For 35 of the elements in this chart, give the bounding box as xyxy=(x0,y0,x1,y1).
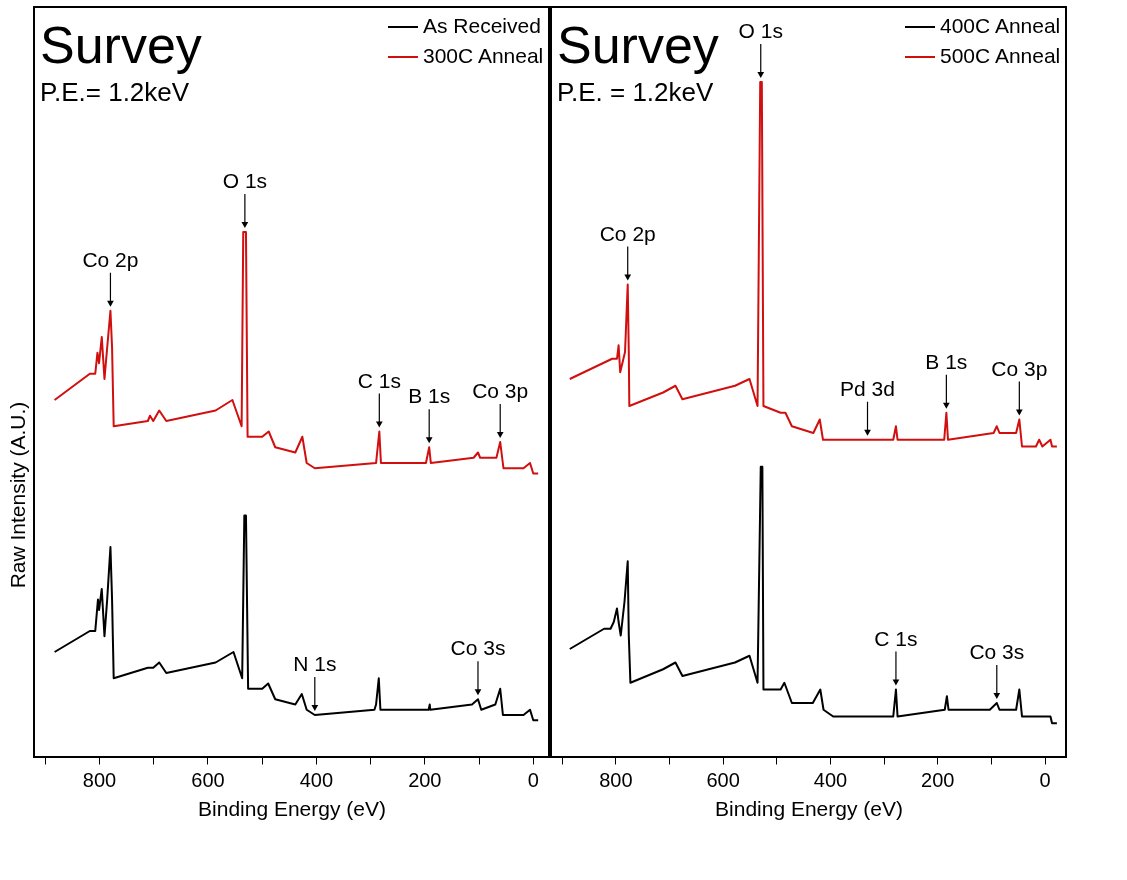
annotation: O 1s xyxy=(738,19,783,42)
legend-label: 300C Anneal xyxy=(423,44,544,67)
annotation: Co 2p xyxy=(82,247,139,271)
annotation: B 1s xyxy=(408,384,451,408)
x-axis-title: Binding Energy (eV) xyxy=(715,796,903,820)
x-tick-label: 200 xyxy=(408,768,442,791)
x-tick-label: 200 xyxy=(921,768,955,791)
x-tick-label: 800 xyxy=(82,768,117,791)
x-tick-label: 800 xyxy=(599,768,633,791)
annotation: Co 3p xyxy=(991,356,1048,380)
chart-title: Survey xyxy=(557,16,719,74)
legend-label: As Received xyxy=(423,14,541,37)
legend-label: 400C Anneal xyxy=(940,14,1061,37)
annotation: Co 2p xyxy=(599,221,656,245)
chart-subtitle: P.E.= 1.2keV xyxy=(40,77,190,107)
annotation: Co 3s xyxy=(450,636,506,660)
annotation: Co 3p xyxy=(472,379,529,402)
x-tick-label: 400 xyxy=(813,768,848,791)
annotation: B 1s xyxy=(925,349,968,373)
x-tick-label: 0 xyxy=(527,768,539,791)
x-tick-label: 600 xyxy=(191,768,225,791)
annotation: O 1s xyxy=(222,169,268,192)
annotation: N 1s xyxy=(293,652,337,675)
chart-subtitle: P.E. = 1.2keV xyxy=(557,77,715,107)
annotation: C 1s xyxy=(357,368,401,392)
x-tick-label: 600 xyxy=(706,768,740,791)
legend-label: 500C Anneal xyxy=(940,44,1061,67)
annotation: Co 3s xyxy=(969,640,1025,663)
x-tick-label: 0 xyxy=(1039,768,1051,791)
annotation: Pd 3d xyxy=(840,376,895,400)
annotation: C 1s xyxy=(874,626,918,650)
x-axis-title: Binding Energy (eV) xyxy=(198,796,386,820)
chart-title: Survey xyxy=(40,16,202,74)
y-axis-title: Raw Intensity (A.U.) xyxy=(5,401,29,589)
x-tick-label: 400 xyxy=(299,768,334,791)
